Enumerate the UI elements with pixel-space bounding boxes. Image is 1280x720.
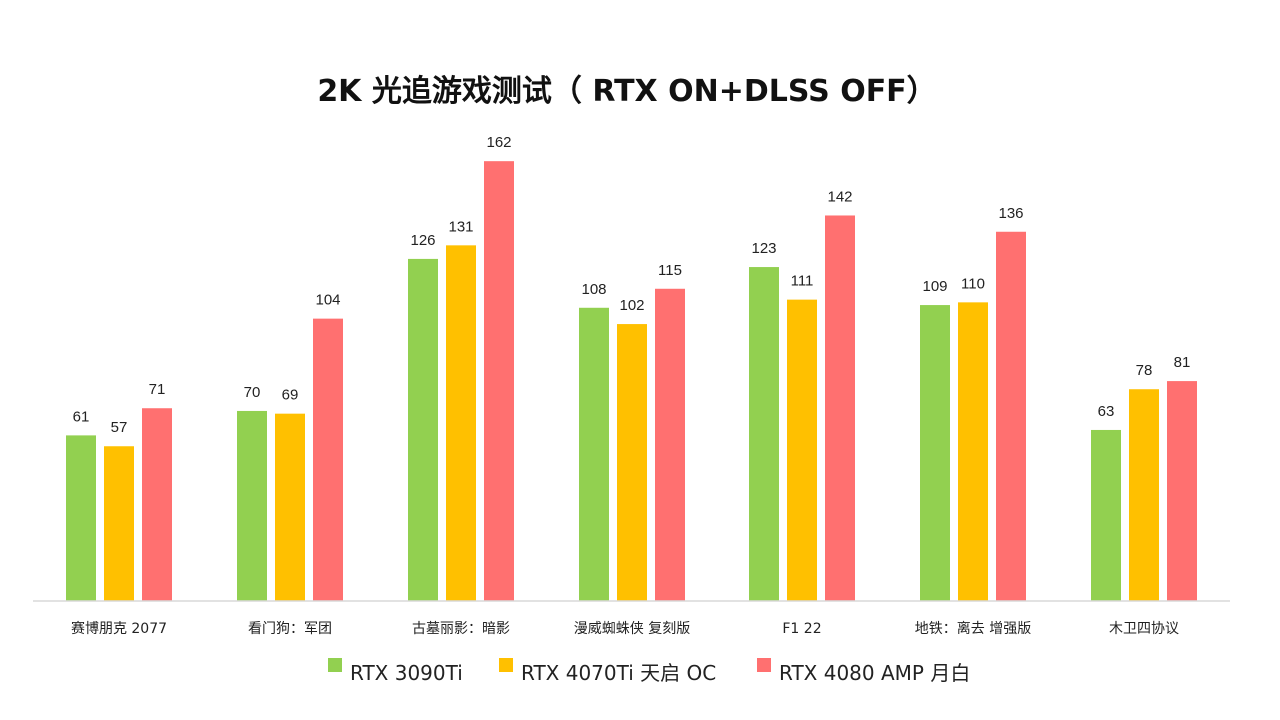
x-tick-label: F1 22 [782, 621, 821, 637]
bar-3-6 [996, 231, 1026, 601]
bar-3-2 [313, 318, 343, 601]
bars-group [66, 161, 1197, 602]
bar-2-5 [787, 299, 817, 601]
bar-3-1 [142, 408, 172, 601]
legend: RTX 3090Ti RTX 4070Ti 天启 OC RTX 4080 AMP 月… [328, 658, 970, 685]
legend-label: RTX 4080 AMP 月白 [779, 661, 970, 685]
x-tick-label: 看门狗：军团 [248, 621, 332, 637]
bar-2-3 [446, 245, 476, 601]
data-label: 108 [581, 281, 606, 298]
x-tick-label: 地铁：离去 增强版 [915, 620, 1031, 637]
chart-title: 2K 光追游戏测试（ RTX ON+DLSS OFF） [317, 74, 936, 109]
legend-swatch [757, 658, 771, 672]
data-labels-group: 61 57 71 70 69 104 126 131 162 108 102 115 123 111 142… [73, 134, 1191, 436]
x-tick-label: 木卫四协议 [1109, 621, 1179, 637]
data-label: 78 [1136, 362, 1153, 379]
legend-swatch [499, 658, 513, 672]
data-label: 162 [486, 134, 511, 151]
data-label: 142 [827, 188, 852, 205]
bar-1-3 [408, 258, 438, 601]
bar-3-7 [1167, 381, 1197, 601]
bar-1-4 [579, 307, 609, 601]
data-label: 63 [1098, 403, 1115, 420]
data-label: 71 [149, 381, 166, 398]
bar-2-7 [1129, 389, 1159, 601]
bar-2-2 [275, 413, 305, 601]
x-tick-label: 古墓丽影：暗影 [412, 621, 510, 637]
data-label: 111 [791, 273, 814, 290]
x-tick-label: 漫威蜘蛛侠 复刻版 [574, 620, 690, 637]
data-label: 123 [751, 240, 776, 257]
data-label: 102 [619, 297, 644, 314]
bar-2-6 [958, 302, 988, 601]
legend-label: RTX 4070Ti 天启 OC [521, 661, 716, 685]
bar-3-5 [825, 215, 855, 601]
legend-label: RTX 3090Ti [350, 661, 463, 685]
bar-1-1 [66, 435, 96, 601]
data-label: 115 [658, 262, 682, 279]
bar-3-3 [484, 161, 514, 602]
bar-1-2 [237, 410, 267, 601]
data-label: 69 [282, 387, 299, 404]
data-label: 110 [961, 275, 985, 292]
bar-3-4 [655, 288, 685, 601]
data-label: 109 [922, 278, 947, 295]
bar-1-5 [749, 267, 779, 601]
bar-1-7 [1091, 429, 1121, 601]
bar-2-1 [104, 446, 134, 601]
data-label: 61 [73, 408, 90, 425]
data-label: 136 [998, 205, 1023, 222]
x-tick-label: 赛博朋克 2077 [71, 620, 167, 637]
bar-2-4 [617, 324, 647, 601]
data-label: 81 [1174, 354, 1191, 371]
data-label: 104 [315, 292, 340, 309]
bar-1-6 [920, 305, 950, 601]
legend-swatch [328, 658, 342, 672]
data-label: 126 [410, 232, 435, 249]
data-label: 57 [111, 419, 128, 436]
data-label: 70 [244, 384, 261, 401]
data-label: 131 [448, 218, 473, 235]
x-axis-ticks-group: 赛博朋克 2077 看门狗：军团 古墓丽影：暗影 漫威蜘蛛侠 复刻版 F1 22 地铁：离… [71, 620, 1179, 637]
